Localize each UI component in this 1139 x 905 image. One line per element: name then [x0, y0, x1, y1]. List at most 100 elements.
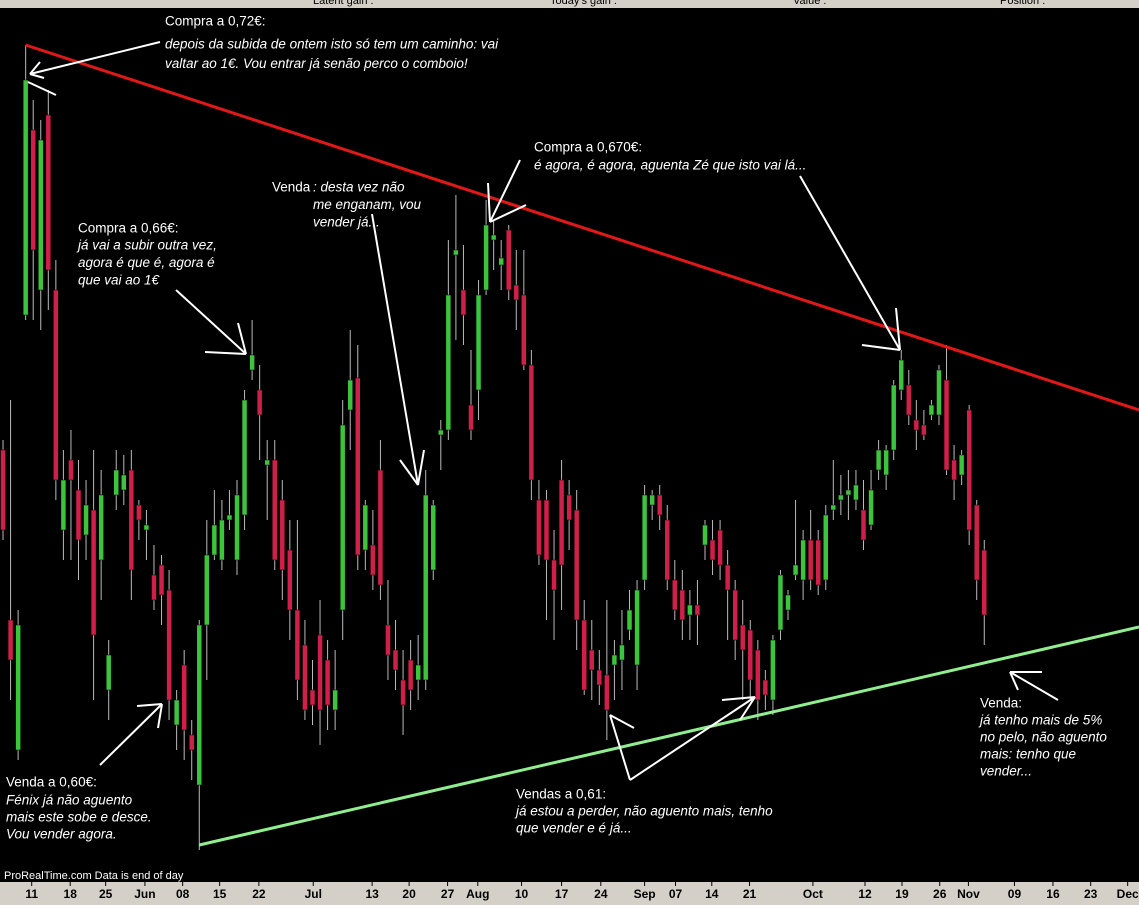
x-tick-label: 09: [1008, 887, 1022, 901]
annotation-text: valtar ao 1€. Vou entrar já senão perco …: [165, 56, 468, 71]
annotation-text: já vai a subir outra vez,: [76, 238, 217, 253]
candle-body: [256, 389, 263, 416]
candle-body: [143, 524, 150, 531]
candle-body: [641, 494, 648, 581]
candle-body: [324, 659, 331, 706]
plot: [0, 43, 1139, 850]
annotation-text: vender...: [980, 764, 1032, 779]
candle-body: [498, 257, 504, 266]
candle-body: [649, 494, 655, 506]
candle-body: [505, 229, 512, 291]
annotation-text: depois da subida de ontem isto só tem um…: [165, 37, 499, 52]
candle-body: [68, 459, 74, 481]
candle-body: [83, 504, 89, 536]
candle-body: [732, 589, 738, 641]
candle-body: [604, 674, 610, 711]
candle-body: [460, 289, 467, 316]
candle-body: [370, 544, 376, 576]
candle-body: [785, 594, 791, 611]
candle-body: [958, 454, 965, 476]
candle-body: [475, 294, 482, 391]
candle-body: [309, 689, 316, 706]
candle-body: [377, 469, 384, 586]
candle-body: [921, 424, 927, 436]
x-tick-label: 18: [64, 887, 78, 901]
candle-body: [679, 589, 686, 621]
arrows: [27, 41, 1059, 781]
annotation-text: que vai ao 1€: [78, 273, 161, 288]
candle-body: [60, 479, 67, 531]
candle-body: [868, 489, 874, 526]
candle-body: [626, 609, 633, 631]
candle-body: [219, 519, 225, 561]
annotation-title: Venda:: [980, 696, 1022, 711]
candle-body: [807, 539, 814, 581]
x-tick-label: 19: [895, 887, 909, 901]
candle-body: [385, 624, 391, 656]
x-tick-label: 22: [252, 887, 266, 901]
annotation-text: Fénix já não aguento: [6, 793, 133, 808]
candle-body: [566, 494, 572, 521]
candle-body: [981, 549, 988, 616]
candle-body: [196, 624, 203, 786]
arrow: [799, 175, 901, 351]
candle-body: [392, 649, 399, 671]
x-tick-label: 07: [669, 887, 683, 901]
candle-body: [875, 449, 882, 471]
trend-line: [198, 625, 1139, 847]
footer: ProRealTime.com Data is end of day: [4, 870, 184, 882]
annotation-text: que vender e é já...: [516, 821, 632, 836]
candle-body: [551, 559, 557, 591]
candle-body: [302, 644, 308, 711]
annotation-text: : desta vez não: [313, 180, 405, 195]
candle-body: [105, 654, 112, 691]
x-tick-label: 25: [99, 887, 113, 901]
x-tick-label: Jul: [305, 887, 322, 901]
annotation-text: vender já...: [313, 215, 380, 230]
candle-body: [347, 379, 353, 411]
candle-body: [75, 489, 82, 541]
annotation-text: já tenho mais de 5%: [978, 713, 1102, 728]
candle-body: [445, 294, 452, 431]
candle-body: [739, 624, 746, 651]
candle-body: [589, 649, 595, 671]
candle-body: [943, 379, 950, 471]
x-tick-label: 15: [213, 887, 227, 901]
candle-body: [204, 554, 210, 626]
annotation-title: Vendas a 0,61:: [516, 787, 606, 802]
candle-body: [973, 504, 980, 581]
x-tick-label: Dec: [1117, 887, 1139, 901]
x-tick-label: 16: [1046, 887, 1060, 901]
arrow: [1009, 671, 1059, 701]
candle-body: [694, 604, 701, 616]
candle-body: [128, 469, 135, 571]
candle-body: [166, 589, 172, 701]
candle-body: [211, 524, 218, 556]
x-tick-label: 08: [176, 887, 190, 901]
annotation-title: Venda: [272, 180, 311, 195]
candle-body: [438, 429, 444, 436]
candle-body: [226, 514, 233, 521]
candle-body: [838, 494, 844, 501]
candle-body: [717, 529, 723, 566]
candle-body: [317, 634, 323, 711]
candle-body: [709, 539, 716, 561]
arrow: [609, 696, 756, 781]
annotation-text: agora é que é, agora é: [78, 255, 215, 270]
candle-body: [860, 509, 867, 541]
x-tick-label: Sep: [634, 887, 656, 901]
annotation-text: mais: tenho que: [980, 747, 1076, 762]
header-label: Today's gain :: [550, 0, 617, 7]
candle-body: [845, 489, 852, 496]
x-tick-label: 27: [441, 887, 455, 901]
candle-body: [483, 224, 489, 291]
candle-body: [490, 234, 497, 241]
candle-body: [724, 564, 731, 591]
annotation-title: Compra a 0,72€:: [165, 14, 266, 29]
annotation-text: me enganam, vou: [313, 197, 422, 212]
candle-body: [7, 619, 14, 661]
x-tick-label: 13: [365, 887, 379, 901]
candle-body: [656, 494, 663, 516]
header-label: Position :: [1000, 0, 1045, 7]
